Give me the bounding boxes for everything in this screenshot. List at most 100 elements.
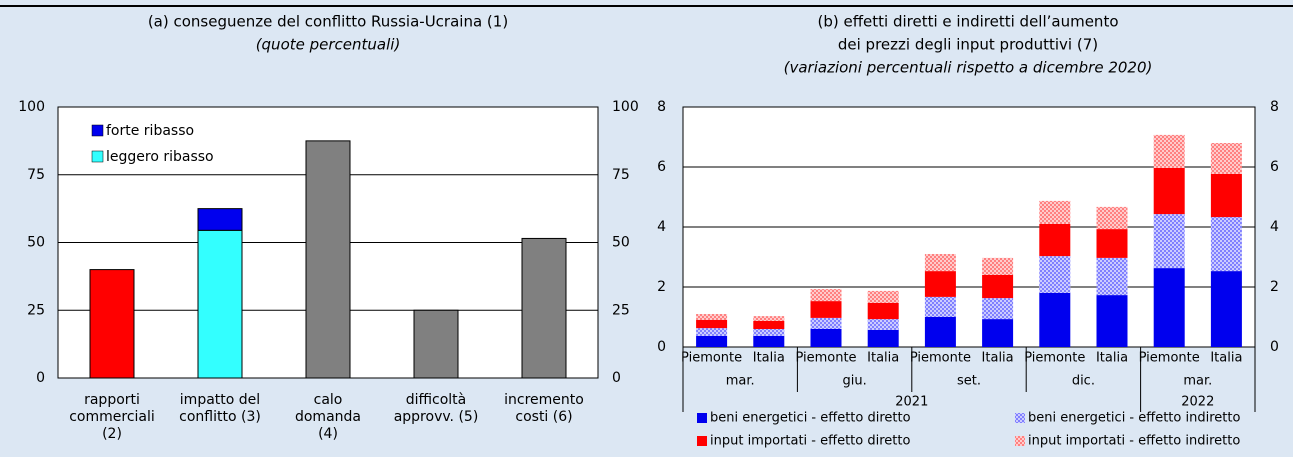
bar-segment [1210,143,1242,174]
legend-label: beni energetici - effetto indiretto [1028,411,1240,426]
bar-segment [810,317,842,329]
bar-segment [924,296,956,317]
panel-a: (a) conseguenze del conflitto Russia-Ucr… [18,13,638,443]
legend-label: forte ribasso [106,123,194,139]
x-tick-label: incremento [504,392,584,408]
legend-label: beni energetici - effetto diretto [710,411,911,426]
legend-swatch [91,150,104,163]
y2-tick-label: 4 [1270,219,1279,235]
bar [305,140,351,379]
bar [197,229,243,379]
x-tick-label: costi (6) [515,409,572,425]
panel-b: (b) effetti diretti e indiretti dell’aum… [657,13,1279,449]
bar-segment [1210,173,1242,218]
y2-tick-label: 25 [612,302,630,318]
bar-segment [810,301,842,318]
x-tick-label: impatto del [180,392,260,408]
bar-segment [696,335,728,347]
y-tick-label: 8 [657,99,666,115]
legend-swatch [697,413,707,423]
bar-segment [982,298,1014,320]
y-tick-label: 100 [18,99,45,115]
bar [521,237,567,379]
y2-tick-label: 0 [612,370,621,386]
bar-segment [982,257,1014,275]
bar-segment [1096,257,1128,296]
group-label: giu. [842,374,866,389]
bar-segment [1153,268,1185,347]
bar-segment [1153,134,1185,168]
y2-tick-label: 100 [612,99,639,115]
bar-segment [982,275,1014,299]
bar [197,208,243,231]
legend-swatch [1015,413,1025,423]
chart-subtitle: (quote percentuali) [256,36,401,54]
y-tick-label: 75 [27,167,45,183]
bar-segment [867,290,899,303]
y-tick-label: 2 [657,279,666,295]
bar-segment [810,329,842,347]
x-tick-label: approvv. (5) [394,409,479,425]
x-tick-label: conflitto (3) [179,409,261,425]
x-tick-label: Piemonte [681,351,742,366]
x-tick-label: difficoltà [406,392,467,408]
chart-subtitle: (variazioni percentuali rispetto a dicem… [784,59,1153,77]
bar-segment [696,320,728,329]
y2-tick-label: 8 [1270,99,1279,115]
x-tick-label: Italia [1210,351,1242,366]
x-tick-label: Piemonte [1139,351,1200,366]
chart-title: dei prezzi degli input produttivi (7) [838,36,1098,54]
y-tick-label: 0 [657,339,666,355]
bar-segment [753,329,785,336]
bar-segment [1210,271,1242,347]
y2-tick-label: 0 [1270,339,1279,355]
x-tick-label: Italia [1096,351,1128,366]
bar-segment [696,314,728,320]
bar-segment [753,335,785,347]
x-tick-label: domanda [295,409,361,425]
bar-segment [982,319,1014,347]
chart-title: (b) effetti diretti e indiretti dell’aum… [817,13,1118,31]
x-tick-label: Italia [982,351,1014,366]
group-label: mar. [726,374,755,389]
y2-tick-label: 2 [1270,279,1279,295]
bar-segment [1096,229,1128,258]
group-label: mar. [1183,374,1212,389]
legend-label: leggero ribasso [106,149,214,165]
bar-segment [696,328,728,336]
bar-segment [1039,256,1071,293]
bar-segment [1153,214,1185,269]
x-tick-label: calo [314,392,343,408]
x-tick-label: Piemonte [795,351,856,366]
bar [89,269,135,379]
year-label: 2022 [1181,395,1214,410]
bar-segment [867,329,899,347]
x-tick-label: Piemonte [910,351,971,366]
bar-segment [1039,293,1071,347]
year-label: 2021 [895,395,928,410]
y-tick-label: 25 [27,302,45,318]
legend-swatch [697,436,707,446]
y2-tick-label: 50 [612,235,630,251]
bar-segment [1153,167,1185,215]
y2-tick-label: 6 [1270,159,1279,175]
bar-segment [1210,217,1242,272]
chart-title: (a) conseguenze del conflitto Russia-Ucr… [148,13,508,31]
bar-segment [1096,206,1128,230]
x-tick-label: (2) [102,426,122,442]
bar-segment [810,289,842,302]
bar-segment [924,317,956,347]
legend-label: input importati - effetto diretto [710,434,910,449]
legend-swatch [91,124,104,137]
x-tick-label: Italia [867,351,899,366]
x-tick-label: (4) [318,426,338,442]
y-tick-label: 0 [36,370,45,386]
group-label: set. [957,374,981,389]
legend-label: input importati - effetto indiretto [1028,434,1240,449]
group-label: dic. [1072,374,1095,389]
bar-segment [1039,224,1071,257]
y2-tick-label: 75 [612,167,630,183]
x-tick-label: rapporti [84,392,140,408]
bar [413,309,459,379]
